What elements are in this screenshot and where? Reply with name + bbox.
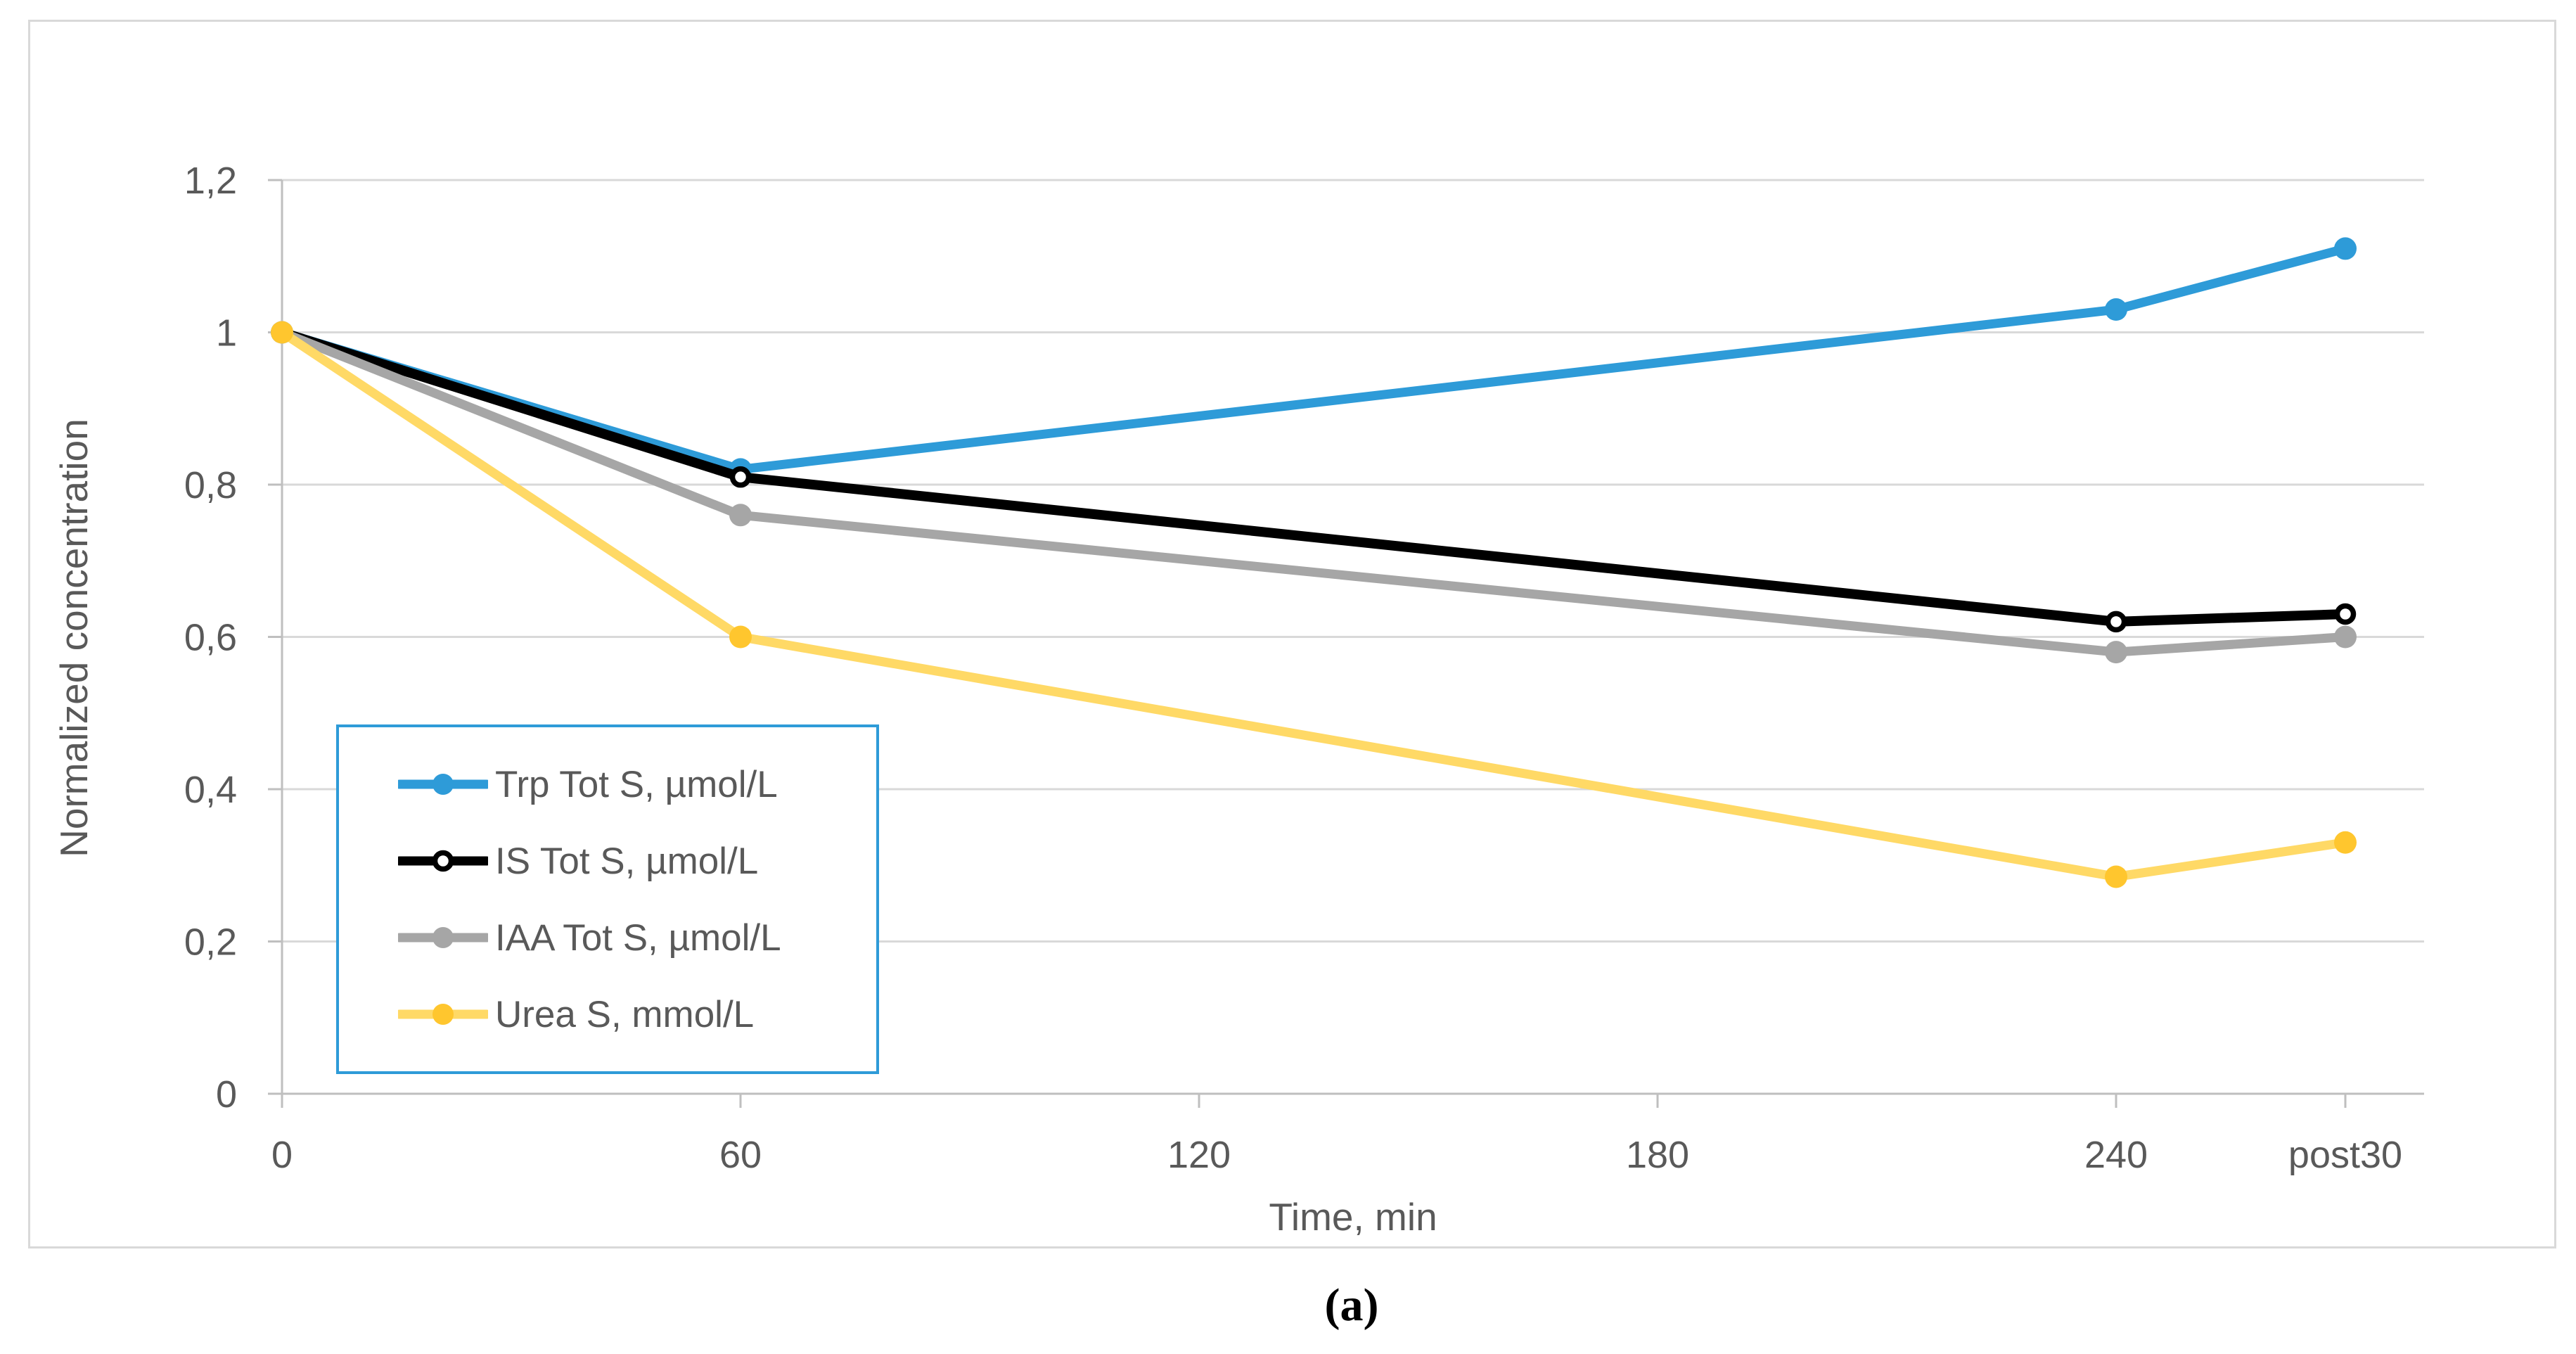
data-point-trp-240 — [2105, 298, 2127, 321]
legend-label-trp: Trp Tot S, µmol/L — [495, 763, 778, 805]
y-axis-title: Normalized concentration — [52, 419, 96, 857]
x-tick-label: 180 — [1626, 1134, 1689, 1176]
data-point-iaa-60 — [729, 504, 752, 527]
data-point-is-60 — [729, 466, 752, 488]
urea-swatch-marker — [432, 1004, 454, 1025]
legend: Trp Tot S, µmol/L IS Tot S, µmol/L IAA T… — [336, 724, 879, 1074]
legend-item-iaa: IAA Tot S, µmol/L — [395, 916, 876, 959]
trp-swatch-marker — [432, 774, 454, 795]
iaa-line-marker-icon — [395, 922, 492, 953]
legend-label-urea: Urea S, mmol/L — [495, 993, 755, 1035]
series-line-urea — [277, 328, 2350, 881]
data-point-urea-60 — [729, 625, 752, 649]
data-point-iaa-240 — [2105, 641, 2127, 664]
trp-line-marker-icon — [395, 769, 492, 800]
is-swatch-marker — [432, 850, 454, 872]
series-line-trp — [277, 243, 2350, 474]
legend-item-trp: Trp Tot S, µmol/L — [395, 763, 876, 805]
y-tick-label: 1,2 — [184, 160, 237, 202]
y-tick-label: 0,6 — [184, 617, 237, 659]
x-tick-label: 0 — [271, 1134, 293, 1176]
y-tick-label: 0,4 — [184, 769, 237, 811]
data-point-is-240 — [2105, 611, 2127, 633]
legend-item-is: IS Tot S, µmol/L — [395, 840, 876, 882]
trp-swatch-svg — [395, 774, 492, 795]
is-line-marker-icon — [395, 845, 492, 876]
iaa-swatch-marker — [432, 927, 454, 948]
y-tick-label: 0 — [216, 1073, 237, 1116]
series-line-is — [277, 327, 2350, 627]
x-tick-label: 240 — [2084, 1134, 2148, 1176]
x-axis-title: Time, min — [1269, 1195, 1437, 1239]
legend-item-urea: Urea S, mmol/L — [395, 993, 876, 1035]
is-swatch-svg — [395, 850, 492, 872]
data-point-iaa-post30 — [2334, 625, 2357, 649]
data-point-trp-post30 — [2334, 237, 2357, 260]
iaa-swatch-svg — [395, 927, 492, 948]
y-tick-label: 1 — [216, 312, 237, 355]
data-point-urea-240 — [2105, 865, 2127, 888]
y-tick-label: 0,8 — [184, 464, 237, 506]
legend-label-iaa: IAA Tot S, µmol/L — [495, 916, 781, 959]
x-tick-label: 120 — [1167, 1134, 1231, 1176]
data-point-urea-post30 — [2334, 831, 2357, 854]
urea-line-marker-icon — [395, 999, 492, 1030]
y-tick-label: 0,2 — [184, 921, 237, 964]
figure-caption: (a) — [1324, 1279, 1379, 1331]
urea-swatch-svg — [395, 1004, 492, 1025]
x-tick-label: 60 — [719, 1134, 762, 1176]
x-tick-label: post30 — [2288, 1134, 2402, 1176]
data-point-urea-0 — [271, 321, 293, 344]
legend-label-is: IS Tot S, µmol/L — [495, 840, 759, 882]
data-point-is-post30 — [2334, 603, 2357, 625]
series-line-iaa — [277, 328, 2350, 657]
